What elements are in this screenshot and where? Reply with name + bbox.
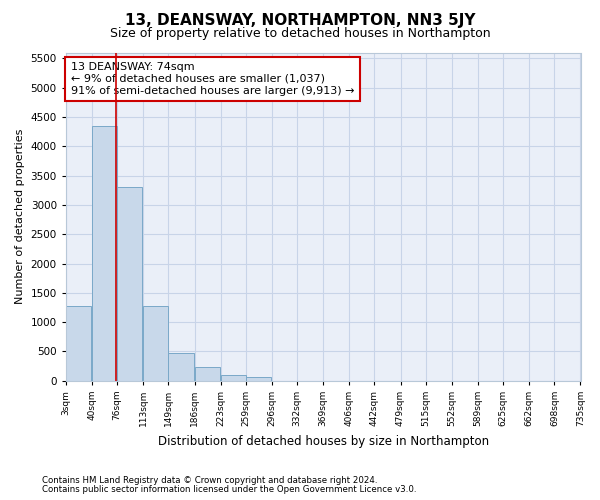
Text: Size of property relative to detached houses in Northampton: Size of property relative to detached ho…	[110, 28, 490, 40]
Bar	[92, 126, 117, 381]
Bar	[194, 368, 220, 381]
Bar	[117, 188, 142, 381]
Bar	[221, 375, 246, 381]
Text: 13, DEANSWAY, NORTHAMPTON, NN3 5JY: 13, DEANSWAY, NORTHAMPTON, NN3 5JY	[125, 12, 475, 28]
Text: Contains HM Land Registry data © Crown copyright and database right 2024.: Contains HM Land Registry data © Crown c…	[42, 476, 377, 485]
Bar	[66, 306, 91, 381]
Y-axis label: Number of detached properties: Number of detached properties	[15, 129, 25, 304]
Bar	[246, 376, 271, 381]
X-axis label: Distribution of detached houses by size in Northampton: Distribution of detached houses by size …	[158, 434, 489, 448]
Bar	[169, 352, 194, 381]
Text: 13 DEANSWAY: 74sqm
← 9% of detached houses are smaller (1,037)
91% of semi-detac: 13 DEANSWAY: 74sqm ← 9% of detached hous…	[71, 62, 355, 96]
Text: Contains public sector information licensed under the Open Government Licence v3: Contains public sector information licen…	[42, 484, 416, 494]
Bar	[143, 306, 169, 381]
